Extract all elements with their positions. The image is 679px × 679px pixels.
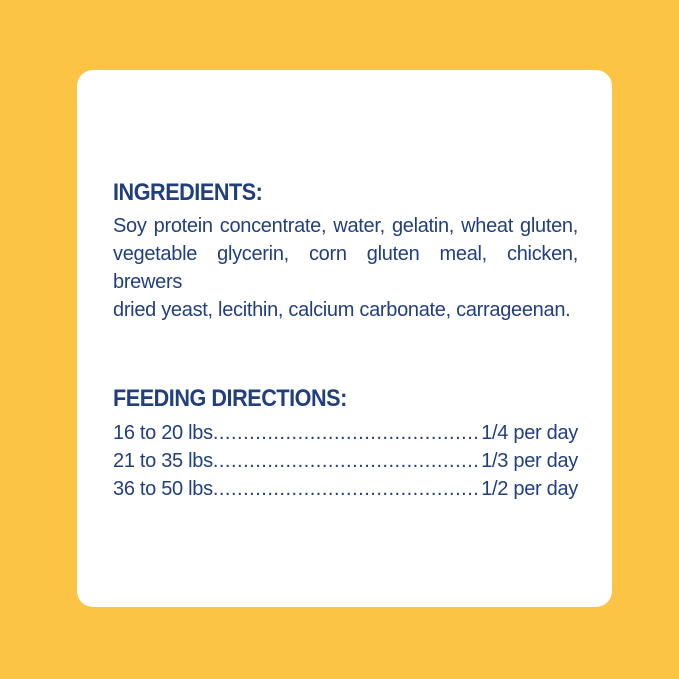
- ingredients-heading: INGREDIENTS:: [113, 179, 263, 206]
- serving-amount: 1/2 per day: [481, 478, 578, 500]
- feeding-directions-heading: FEEDING DIRECTIONS:: [113, 385, 347, 412]
- leader-dots: ........................................…: [212, 478, 482, 500]
- serving-amount: 1/4 per day: [481, 422, 578, 444]
- feeding-row: 36 to 50 lbs ...........................…: [113, 475, 578, 503]
- ingredients-section: INGREDIENTS: Soy protein concentrate, wa…: [113, 180, 578, 324]
- ingredients-line: Soy protein concentrate, water, gelatin,…: [113, 215, 578, 237]
- feeding-row: 16 to 20 lbs ...........................…: [113, 419, 578, 447]
- weight-range-label: 16 to 20 lbs: [113, 422, 213, 444]
- feeding-row: 21 to 35 lbs ...........................…: [113, 447, 578, 475]
- ingredients-line: vegetable glycerin, corn gluten meal, ch…: [113, 243, 578, 293]
- leader-dots: ........................................…: [212, 450, 482, 472]
- weight-range-label: 21 to 35 lbs: [113, 450, 213, 472]
- leader-dots: ........................................…: [212, 422, 482, 444]
- serving-amount: 1/3 per day: [481, 450, 578, 472]
- ingredients-text: Soy protein concentrate, water, gelatin,…: [113, 212, 578, 324]
- weight-range-label: 36 to 50 lbs: [113, 478, 213, 500]
- feeding-directions-section: FEEDING DIRECTIONS: 16 to 20 lbs .......…: [113, 386, 578, 503]
- ingredients-line: dried yeast, lecithin, calcium carbonate…: [113, 299, 571, 321]
- label-card: INGREDIENTS: Soy protein concentrate, wa…: [77, 70, 612, 607]
- feeding-directions-table: 16 to 20 lbs ...........................…: [113, 419, 578, 503]
